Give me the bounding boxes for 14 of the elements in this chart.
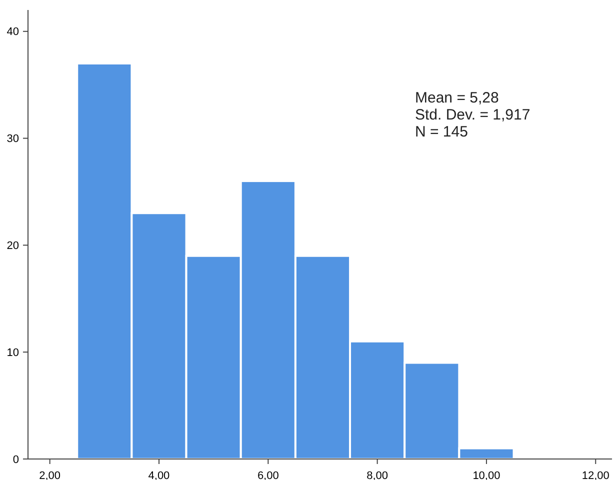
y-tick-label: 20 <box>6 240 19 252</box>
x-tick-label: 6,00 <box>257 470 279 480</box>
x-tick-label: 4,00 <box>148 470 170 480</box>
y-tick-label: 0 <box>12 454 19 466</box>
annotation: N = 145 <box>415 123 468 140</box>
x-tick-label: 2,00 <box>39 470 61 480</box>
x-tick-label: 12,00 <box>582 470 610 480</box>
annotation: Mean = 5,28 <box>415 89 499 106</box>
annotation: Std. Dev. = 1,917 <box>415 106 530 124</box>
y-tick-label: 10 <box>6 346 19 359</box>
x-tick-label: 10,00 <box>472 470 500 480</box>
y-tick-label: 40 <box>6 26 19 38</box>
y-tick-label: 30 <box>6 133 19 146</box>
x-tick-label: 8,00 <box>366 470 388 480</box>
